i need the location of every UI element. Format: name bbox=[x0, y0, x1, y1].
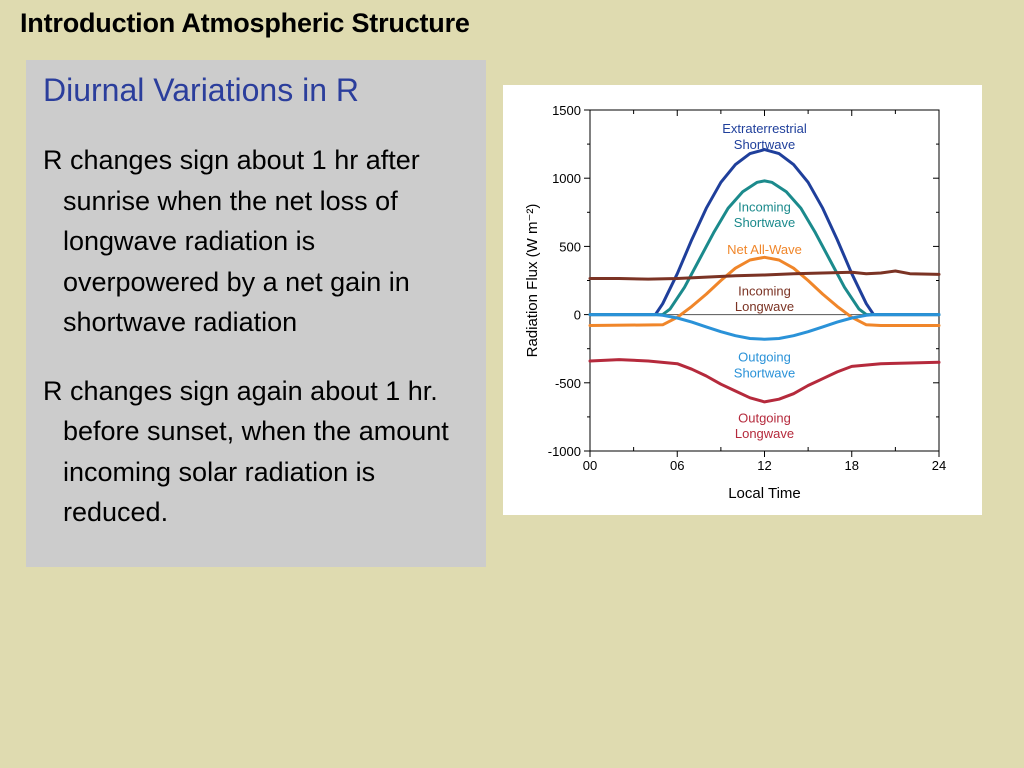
series-line-1 bbox=[588, 179, 941, 317]
paragraph-sunrise: R changes sign about 1 hr after sunrise … bbox=[43, 145, 420, 337]
x-tick-label: 24 bbox=[932, 458, 946, 473]
x-tick-label: 18 bbox=[845, 458, 859, 473]
y-tick-label: 1500 bbox=[552, 103, 581, 118]
series-label-3: Incoming Longwave bbox=[735, 283, 794, 314]
series-label-1: Incoming Shortwave bbox=[734, 200, 795, 231]
paragraph-sunset: R changes sign again about 1 hr. before … bbox=[43, 375, 449, 528]
x-tick-label: 12 bbox=[757, 458, 771, 473]
y-tick-label: -500 bbox=[555, 376, 581, 391]
slide-title: Introduction Atmospheric Structure bbox=[20, 8, 470, 38]
text-panel: Diurnal Variations in R R changes sign a… bbox=[26, 60, 486, 567]
y-tick-label: 500 bbox=[559, 239, 581, 254]
y-tick-label: 1000 bbox=[552, 171, 581, 186]
y-axis-label: Radiation Flux (W m⁻²) bbox=[524, 204, 541, 358]
series-label-5: Outgoing Longwave bbox=[735, 410, 794, 441]
series-label-4: Outgoing Shortwave bbox=[734, 350, 795, 381]
series-label-0: Extraterrestrial Shortwave bbox=[722, 121, 807, 152]
x-axis-label: Local Time bbox=[728, 485, 801, 502]
series-line-4 bbox=[588, 313, 941, 341]
x-tick-label: 06 bbox=[670, 458, 684, 473]
panel-heading: Diurnal Variations in R bbox=[43, 72, 359, 108]
y-tick-label: -1000 bbox=[548, 444, 581, 459]
y-tick-label: 0 bbox=[574, 308, 581, 323]
plot-frame bbox=[589, 109, 940, 452]
series-label-2: Net All-Wave bbox=[727, 242, 802, 257]
radiation-chart: 1500 1000 500 0 -500 -1000 00 06 12 18 24 Local Tim… bbox=[503, 85, 982, 515]
x-tick-label: 00 bbox=[583, 458, 597, 473]
series-line-5 bbox=[588, 358, 941, 404]
series-line-3 bbox=[588, 269, 941, 281]
